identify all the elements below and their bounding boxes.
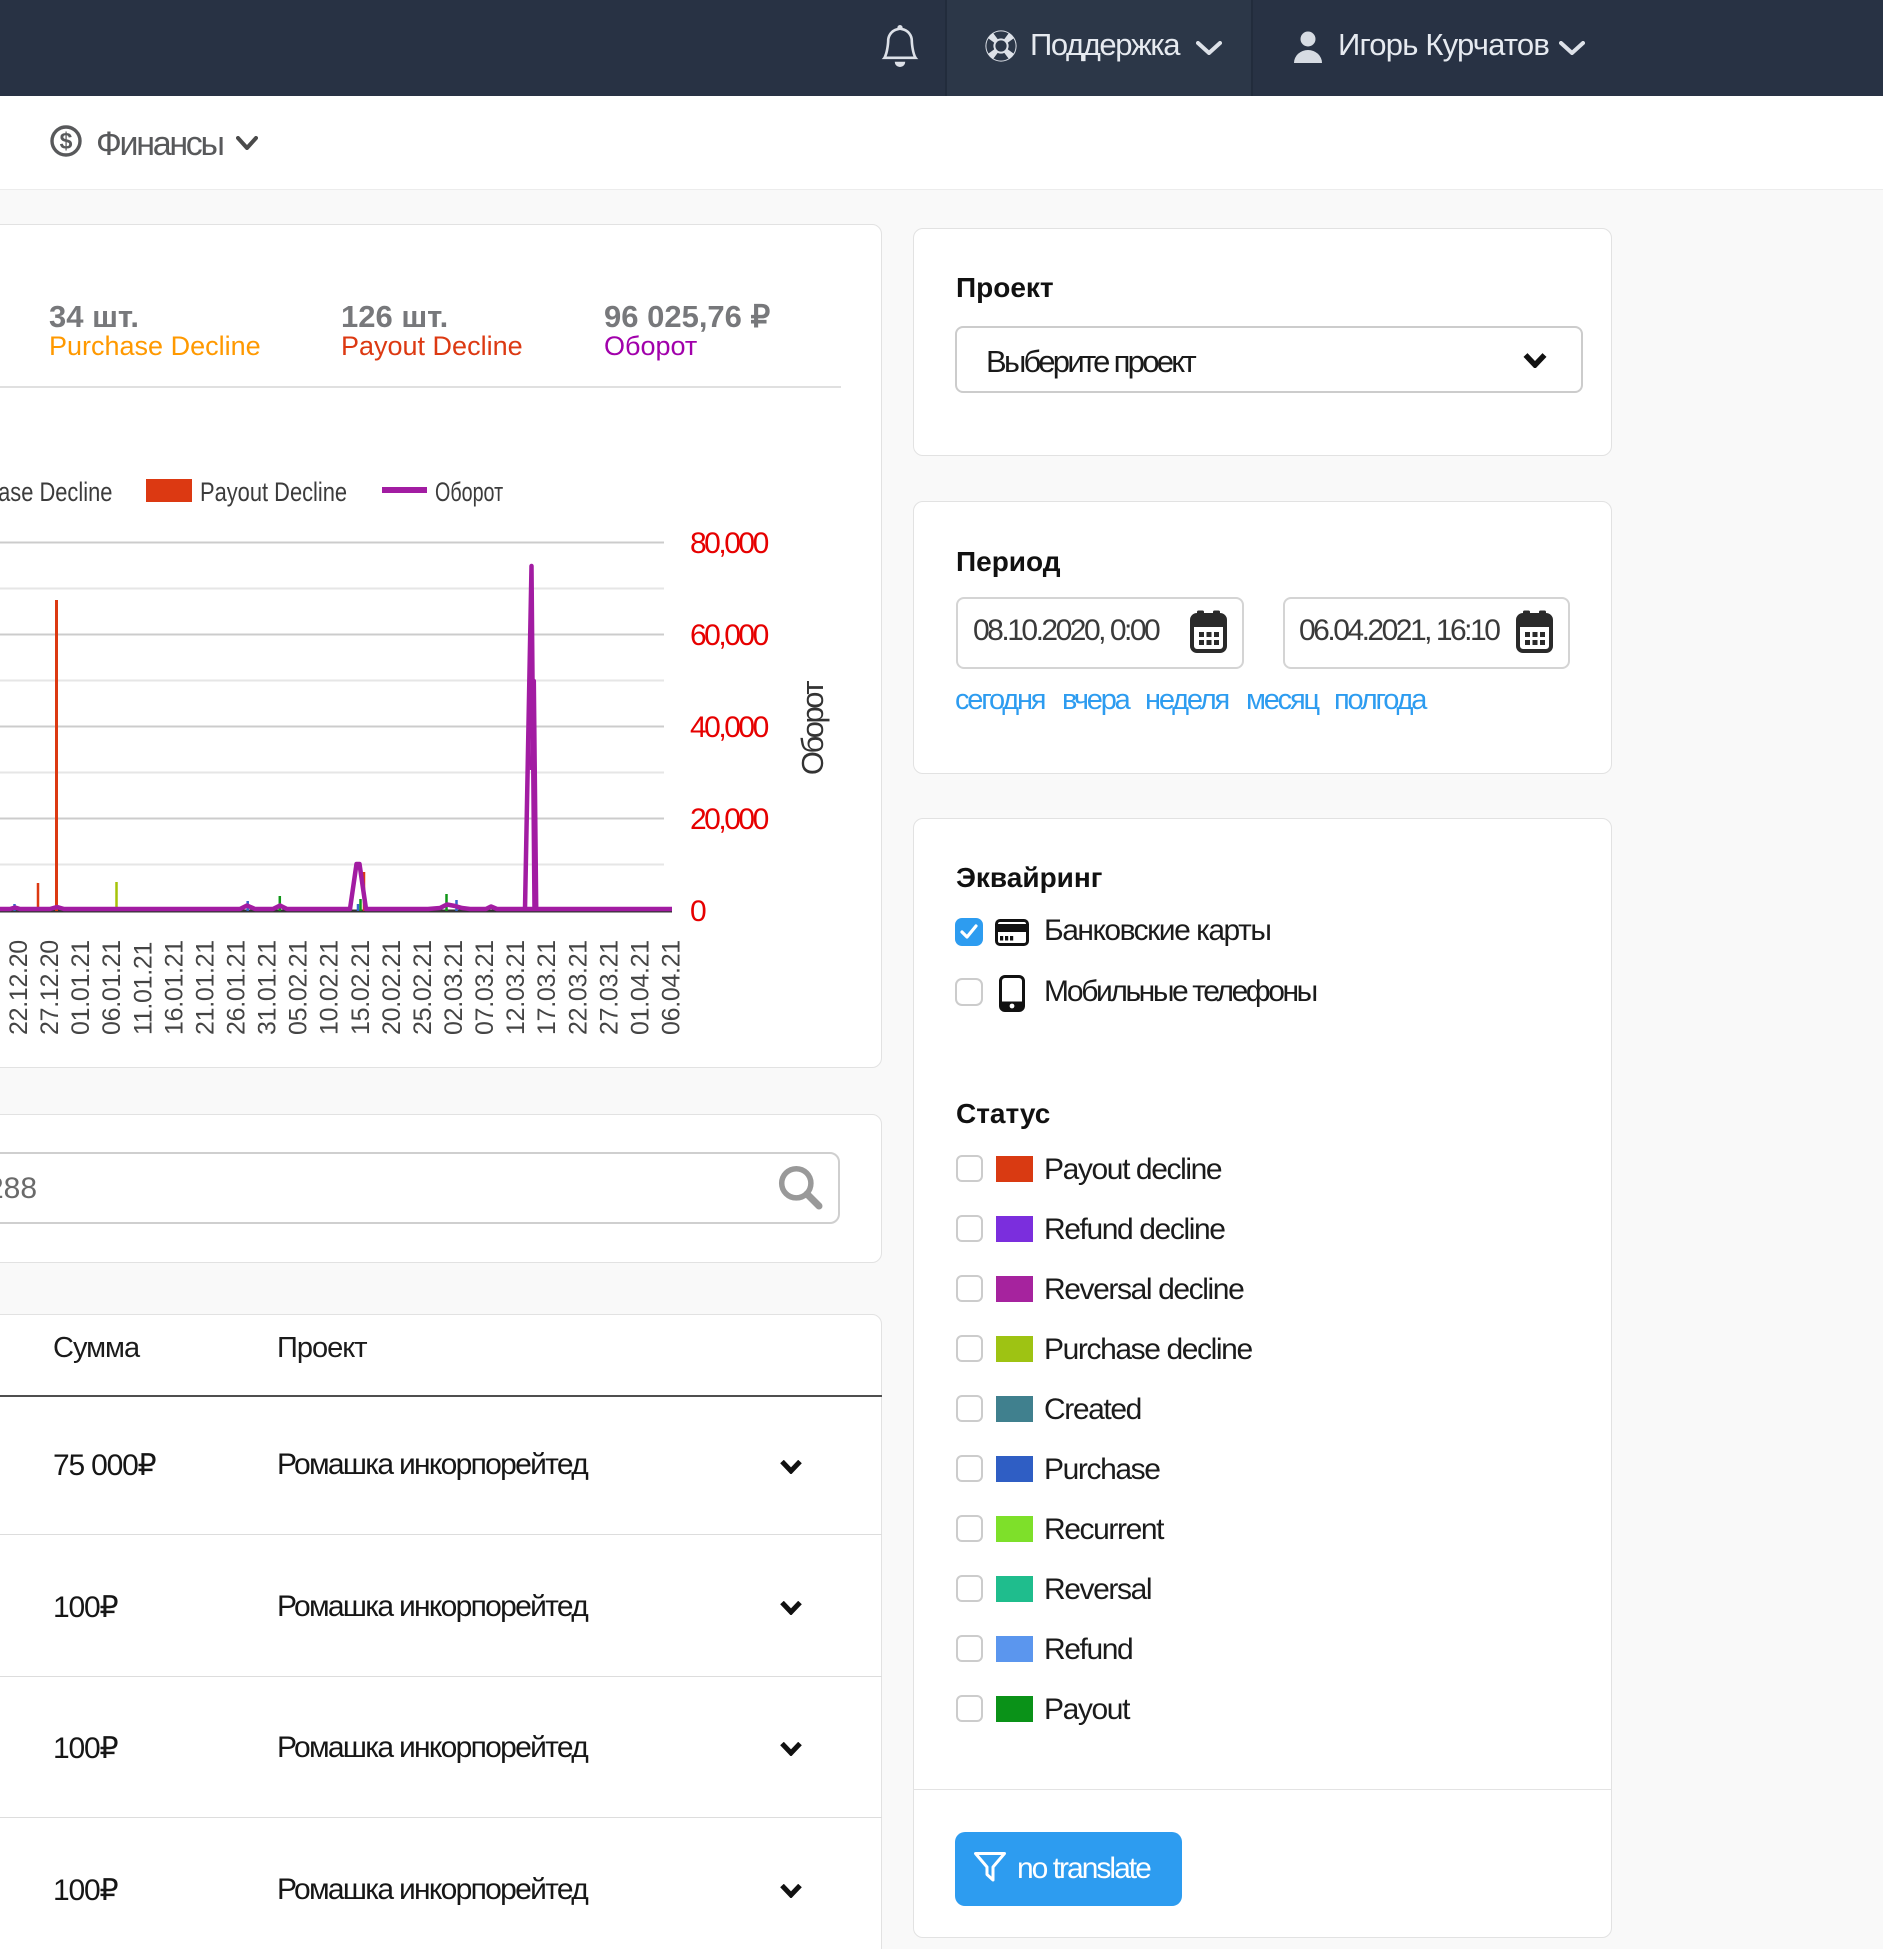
svg-text:31.01.21: 31.01.21 <box>254 940 282 1035</box>
svg-text:17.03.21: 17.03.21 <box>533 940 561 1035</box>
svg-text:26.01.21: 26.01.21 <box>222 940 250 1035</box>
svg-text:06.01.21: 06.01.21 <box>98 940 126 1035</box>
svg-text:15.02.21: 15.02.21 <box>347 940 375 1035</box>
svg-text:01.01.21: 01.01.21 <box>67 940 95 1035</box>
svg-text:10.02.21: 10.02.21 <box>316 940 344 1035</box>
svg-text:22.03.21: 22.03.21 <box>564 940 592 1035</box>
svg-text:11.01.21: 11.01.21 <box>129 942 157 1035</box>
svg-text:06.04.21: 06.04.21 <box>657 940 685 1035</box>
svg-text:21.01.21: 21.01.21 <box>191 940 219 1035</box>
svg-text:22.12.20: 22.12.20 <box>5 940 33 1035</box>
svg-text:07.03.21: 07.03.21 <box>471 940 499 1035</box>
svg-text:20.02.21: 20.02.21 <box>378 940 406 1035</box>
svg-text:27.03.21: 27.03.21 <box>595 940 623 1035</box>
svg-text:27.12.20: 27.12.20 <box>36 940 64 1035</box>
svg-text:02.03.21: 02.03.21 <box>440 940 468 1035</box>
svg-text:25.02.21: 25.02.21 <box>409 940 437 1035</box>
svg-text:05.02.21: 05.02.21 <box>285 940 313 1035</box>
svg-text:01.04.21: 01.04.21 <box>626 940 654 1035</box>
svg-text:16.01.21: 16.01.21 <box>160 940 188 1035</box>
svg-text:$: $ <box>60 128 73 154</box>
svg-text:12.03.21: 12.03.21 <box>502 940 530 1035</box>
